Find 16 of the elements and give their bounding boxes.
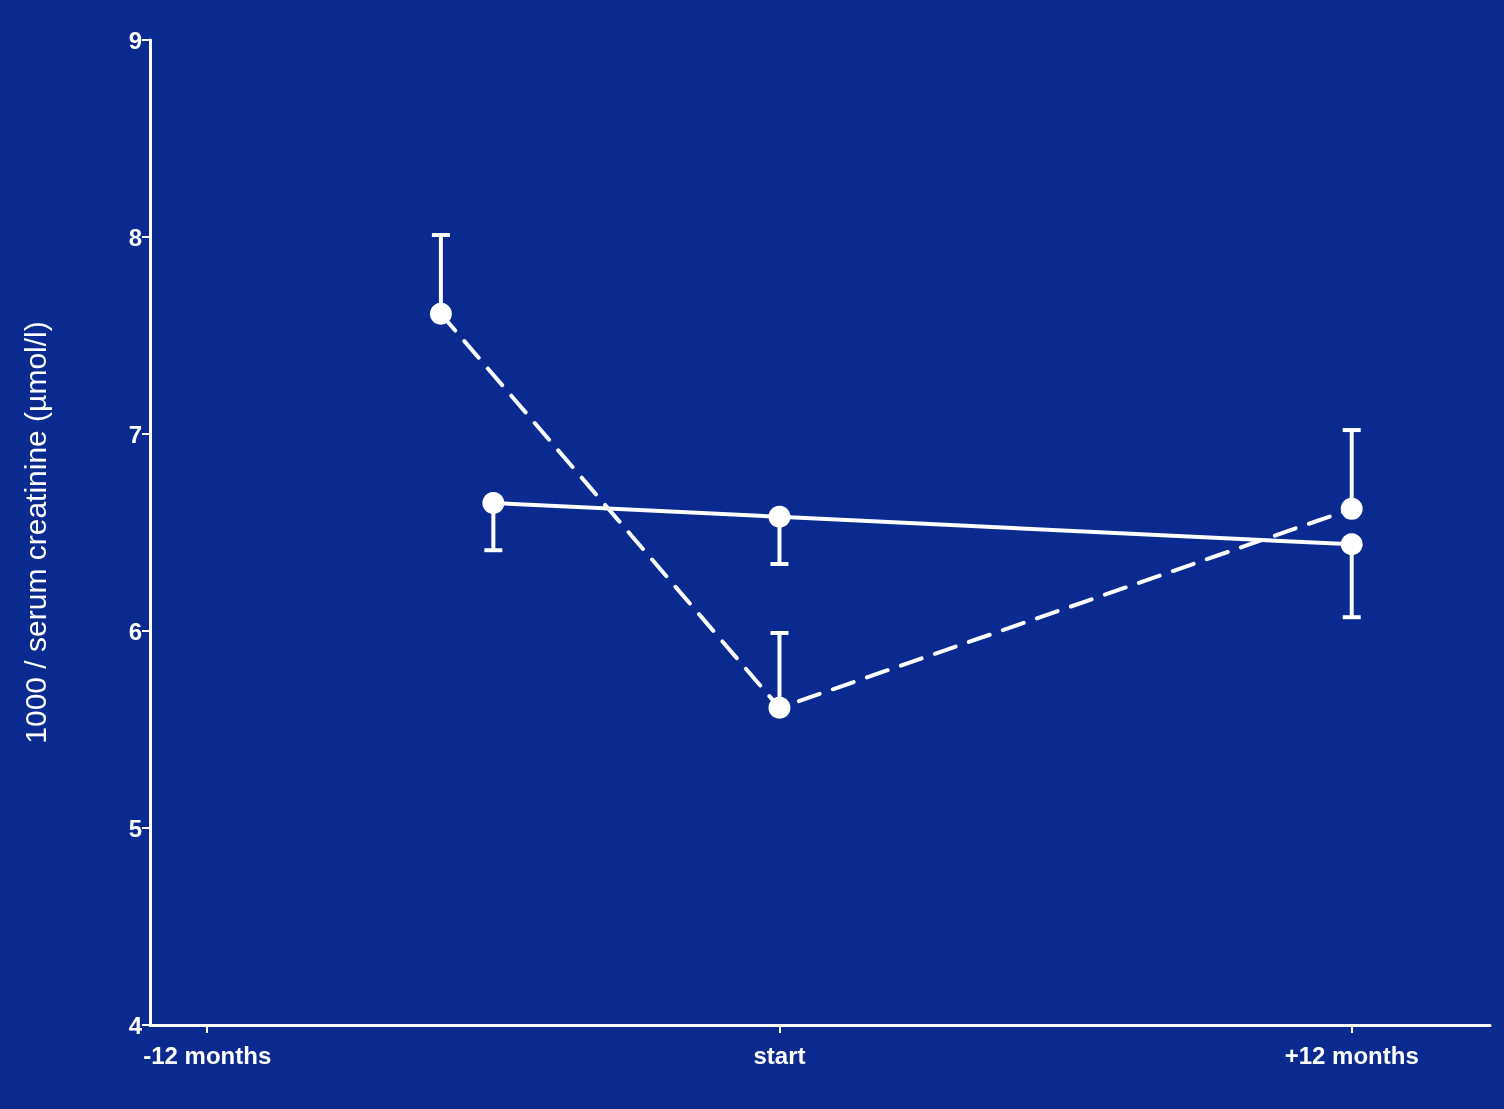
y-tick-label: 5 [128,814,142,842]
y-tick-label: 7 [128,420,142,448]
y-tick-label: 8 [128,223,142,251]
y-tick-label: 9 [128,26,142,54]
x-tick-label: -12 months [143,1041,272,1069]
point [768,505,791,528]
y-tick-label: 4 [128,1011,143,1039]
point [429,302,452,325]
x-tick-label: start [753,1041,806,1069]
y-tick-label: 6 [128,617,142,645]
y-axis-title: 1000 / serum creatinine (µmol/l) [18,321,52,744]
point [482,491,505,514]
point [1340,533,1363,556]
x-tick-label: +12 months [1284,1041,1419,1069]
point [1340,497,1363,520]
point [768,696,791,719]
